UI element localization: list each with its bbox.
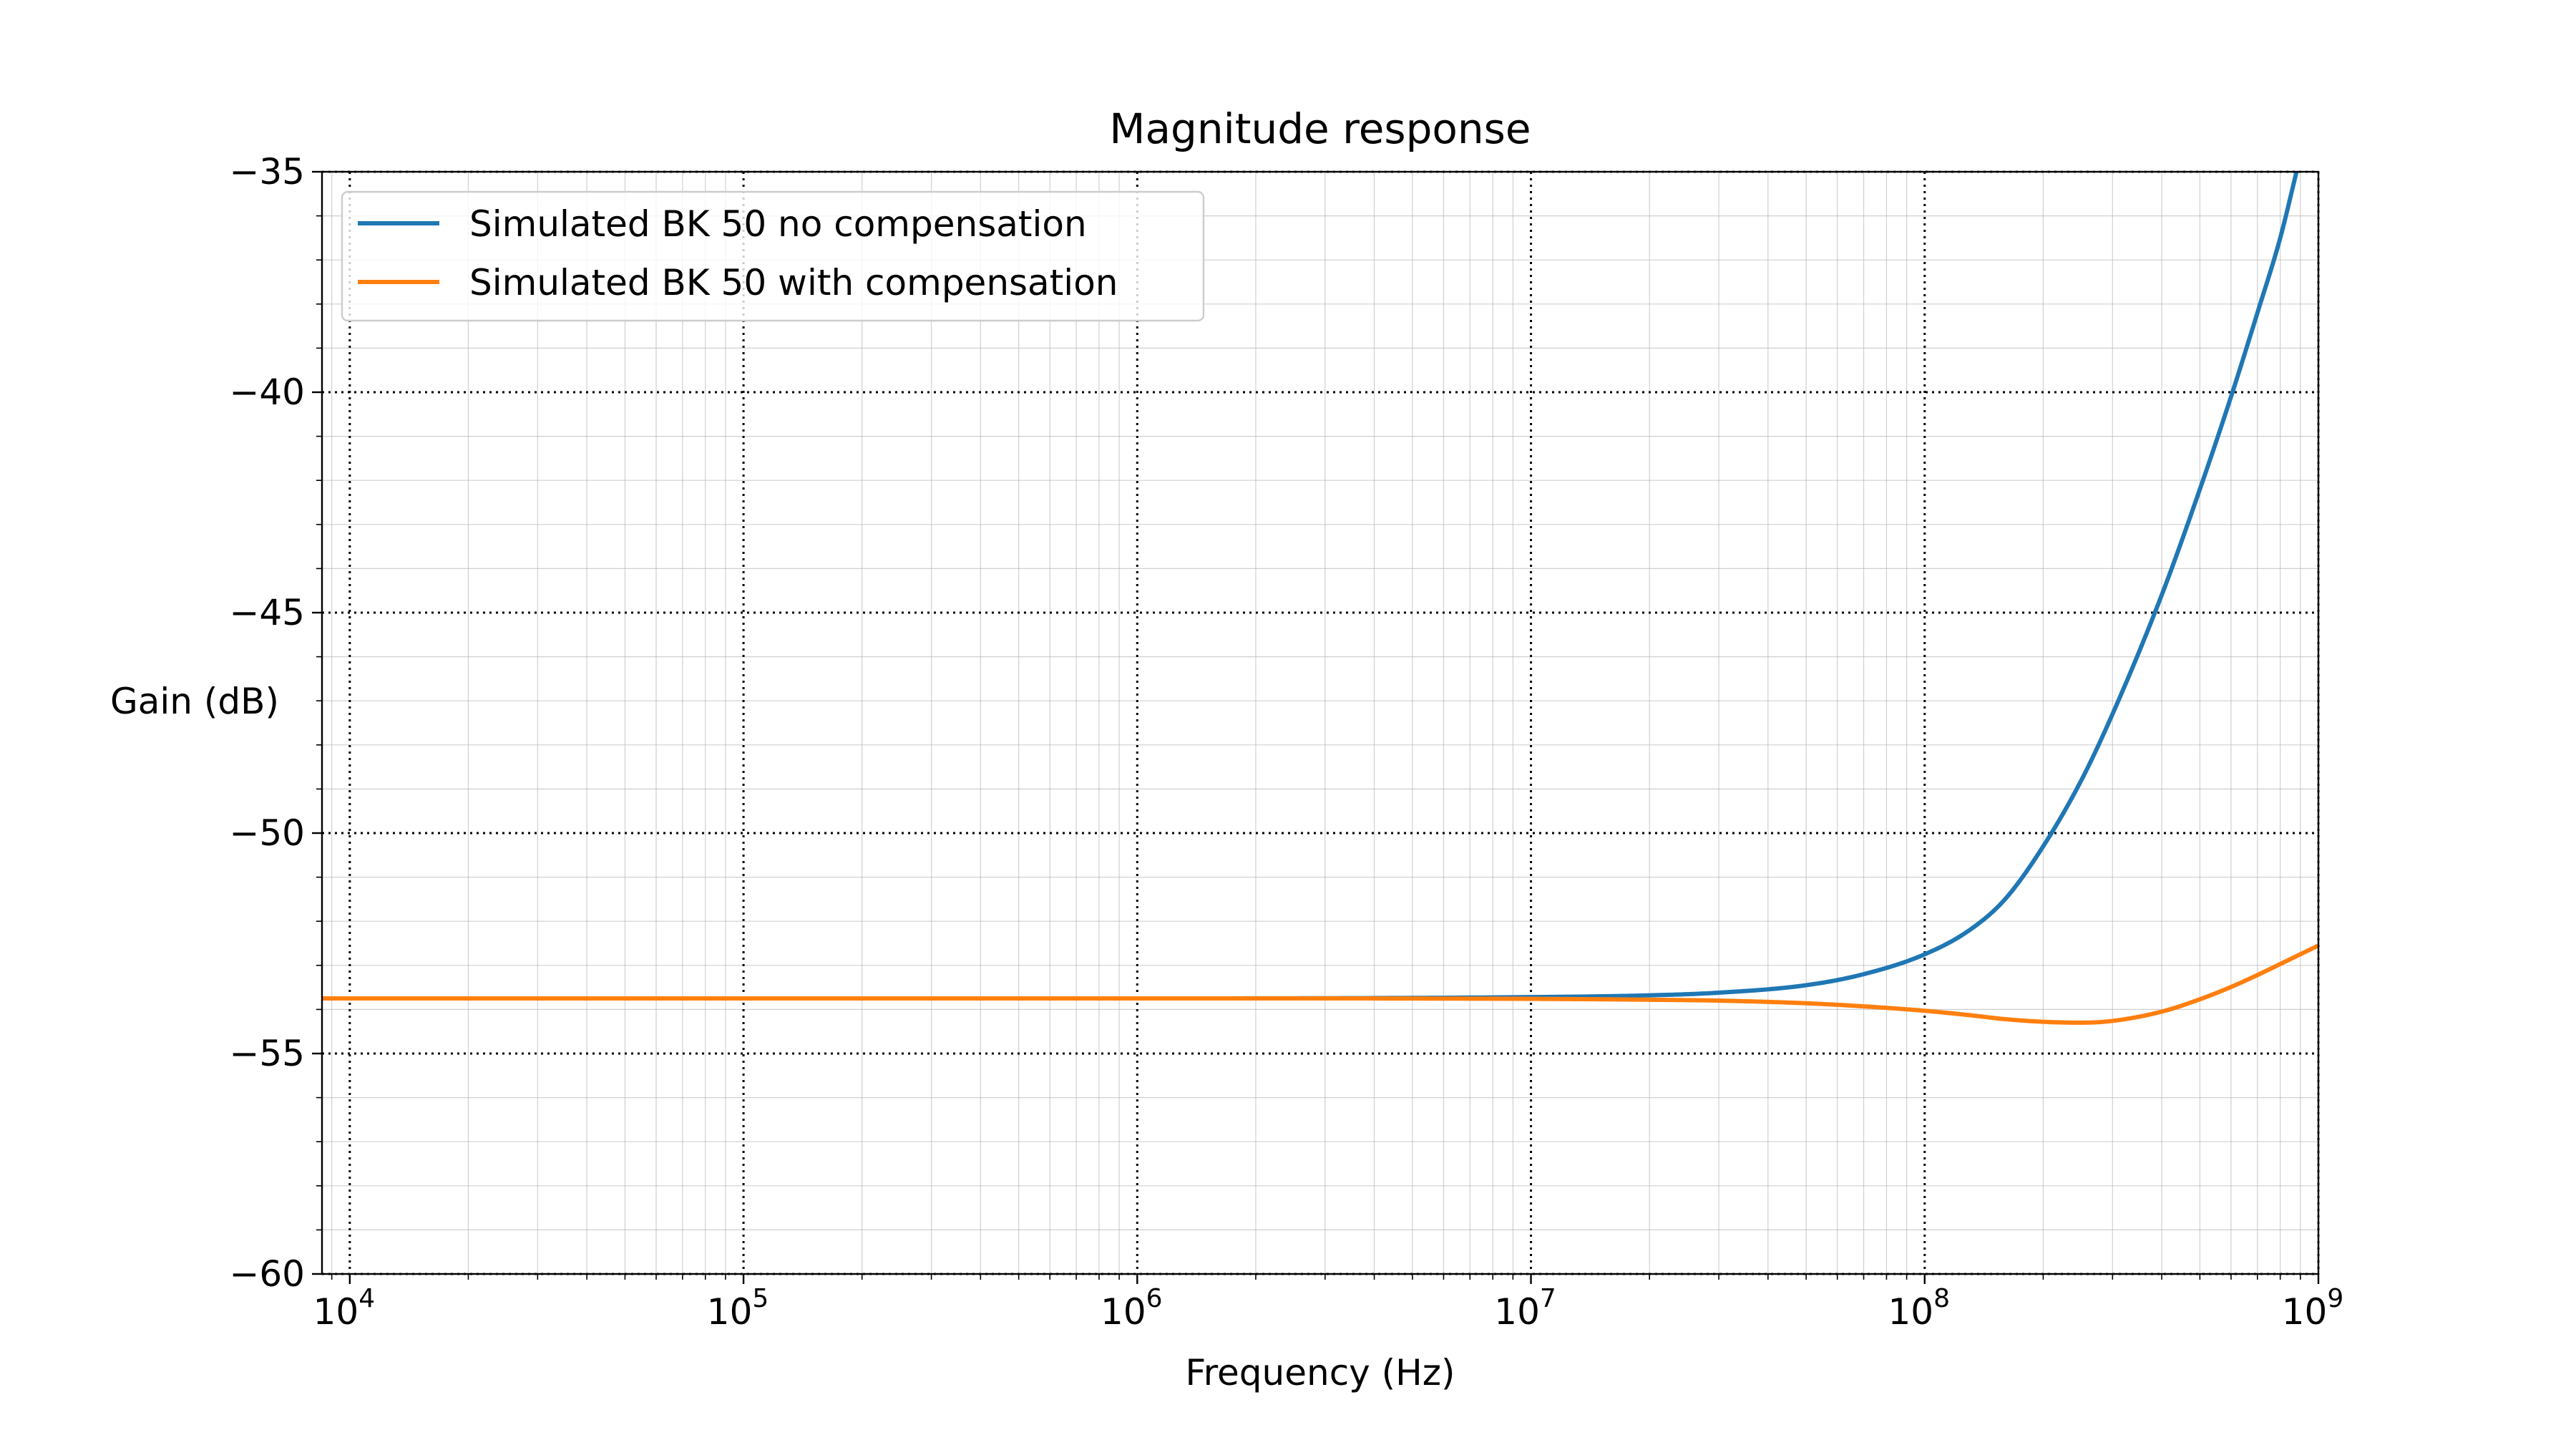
x-tick-label-exponent: 4 — [358, 1284, 375, 1313]
x-tick-label-base: 10 — [313, 1291, 359, 1333]
x-tick-labels: 104 105 106 107 108 109 — [313, 1284, 2344, 1333]
x-tick-label-base: 10 — [2282, 1291, 2328, 1333]
x-tick-label-exponent: 8 — [1933, 1284, 1950, 1313]
x-tick-label: 109 — [2282, 1284, 2344, 1333]
chart-title: Magnitude response — [1109, 104, 1531, 153]
x-tick-label-exponent: 7 — [1540, 1284, 1556, 1313]
x-tick-label-base: 10 — [707, 1291, 753, 1333]
y-tick-label: −60 — [229, 1253, 305, 1295]
x-tick-label: 104 — [313, 1284, 376, 1333]
legend-label-with-compensation: Simulated BK 50 with compensation — [469, 262, 1118, 303]
x-tick-label-base: 10 — [1494, 1291, 1540, 1333]
x-tick-label: 105 — [707, 1284, 769, 1333]
series-layer — [322, 172, 2318, 1025]
y-tick-label: −55 — [229, 1033, 305, 1074]
x-tick-label: 107 — [1494, 1284, 1556, 1333]
x-tick-label: 106 — [1101, 1284, 1163, 1333]
series-with-compensation-line — [322, 943, 2318, 1025]
x-tick-label-base: 10 — [1101, 1291, 1146, 1333]
x-tick-label: 108 — [1888, 1284, 1951, 1333]
y-tick-label: −45 — [229, 592, 305, 633]
y-tick-label: −35 — [229, 151, 305, 193]
x-axis-label: Frequency (Hz) — [1185, 1352, 1455, 1393]
y-tick-labels: −35 −40 −45 −50 −55 −60 — [229, 151, 305, 1295]
y-tick-label: −40 — [229, 371, 305, 413]
x-tick-label-base: 10 — [1888, 1291, 1934, 1333]
legend-box — [341, 190, 1205, 322]
x-tick-label-exponent: 9 — [2327, 1284, 2343, 1313]
y-tick-label: −50 — [229, 812, 305, 854]
x-tick-label-exponent: 6 — [1146, 1284, 1163, 1313]
axis-ticks — [312, 170, 2320, 1284]
legend-label-no-compensation: Simulated BK 50 no compensation — [469, 203, 1087, 245]
x-tick-label-exponent: 5 — [752, 1284, 769, 1313]
major-grid — [322, 170, 2320, 1275]
minor-grid — [322, 172, 2318, 1274]
plot-frame — [321, 170, 2320, 1275]
legend: Simulated BK 50 no compensation Simulate… — [341, 190, 1205, 322]
y-axis-label: Gain (dB) — [110, 681, 279, 722]
